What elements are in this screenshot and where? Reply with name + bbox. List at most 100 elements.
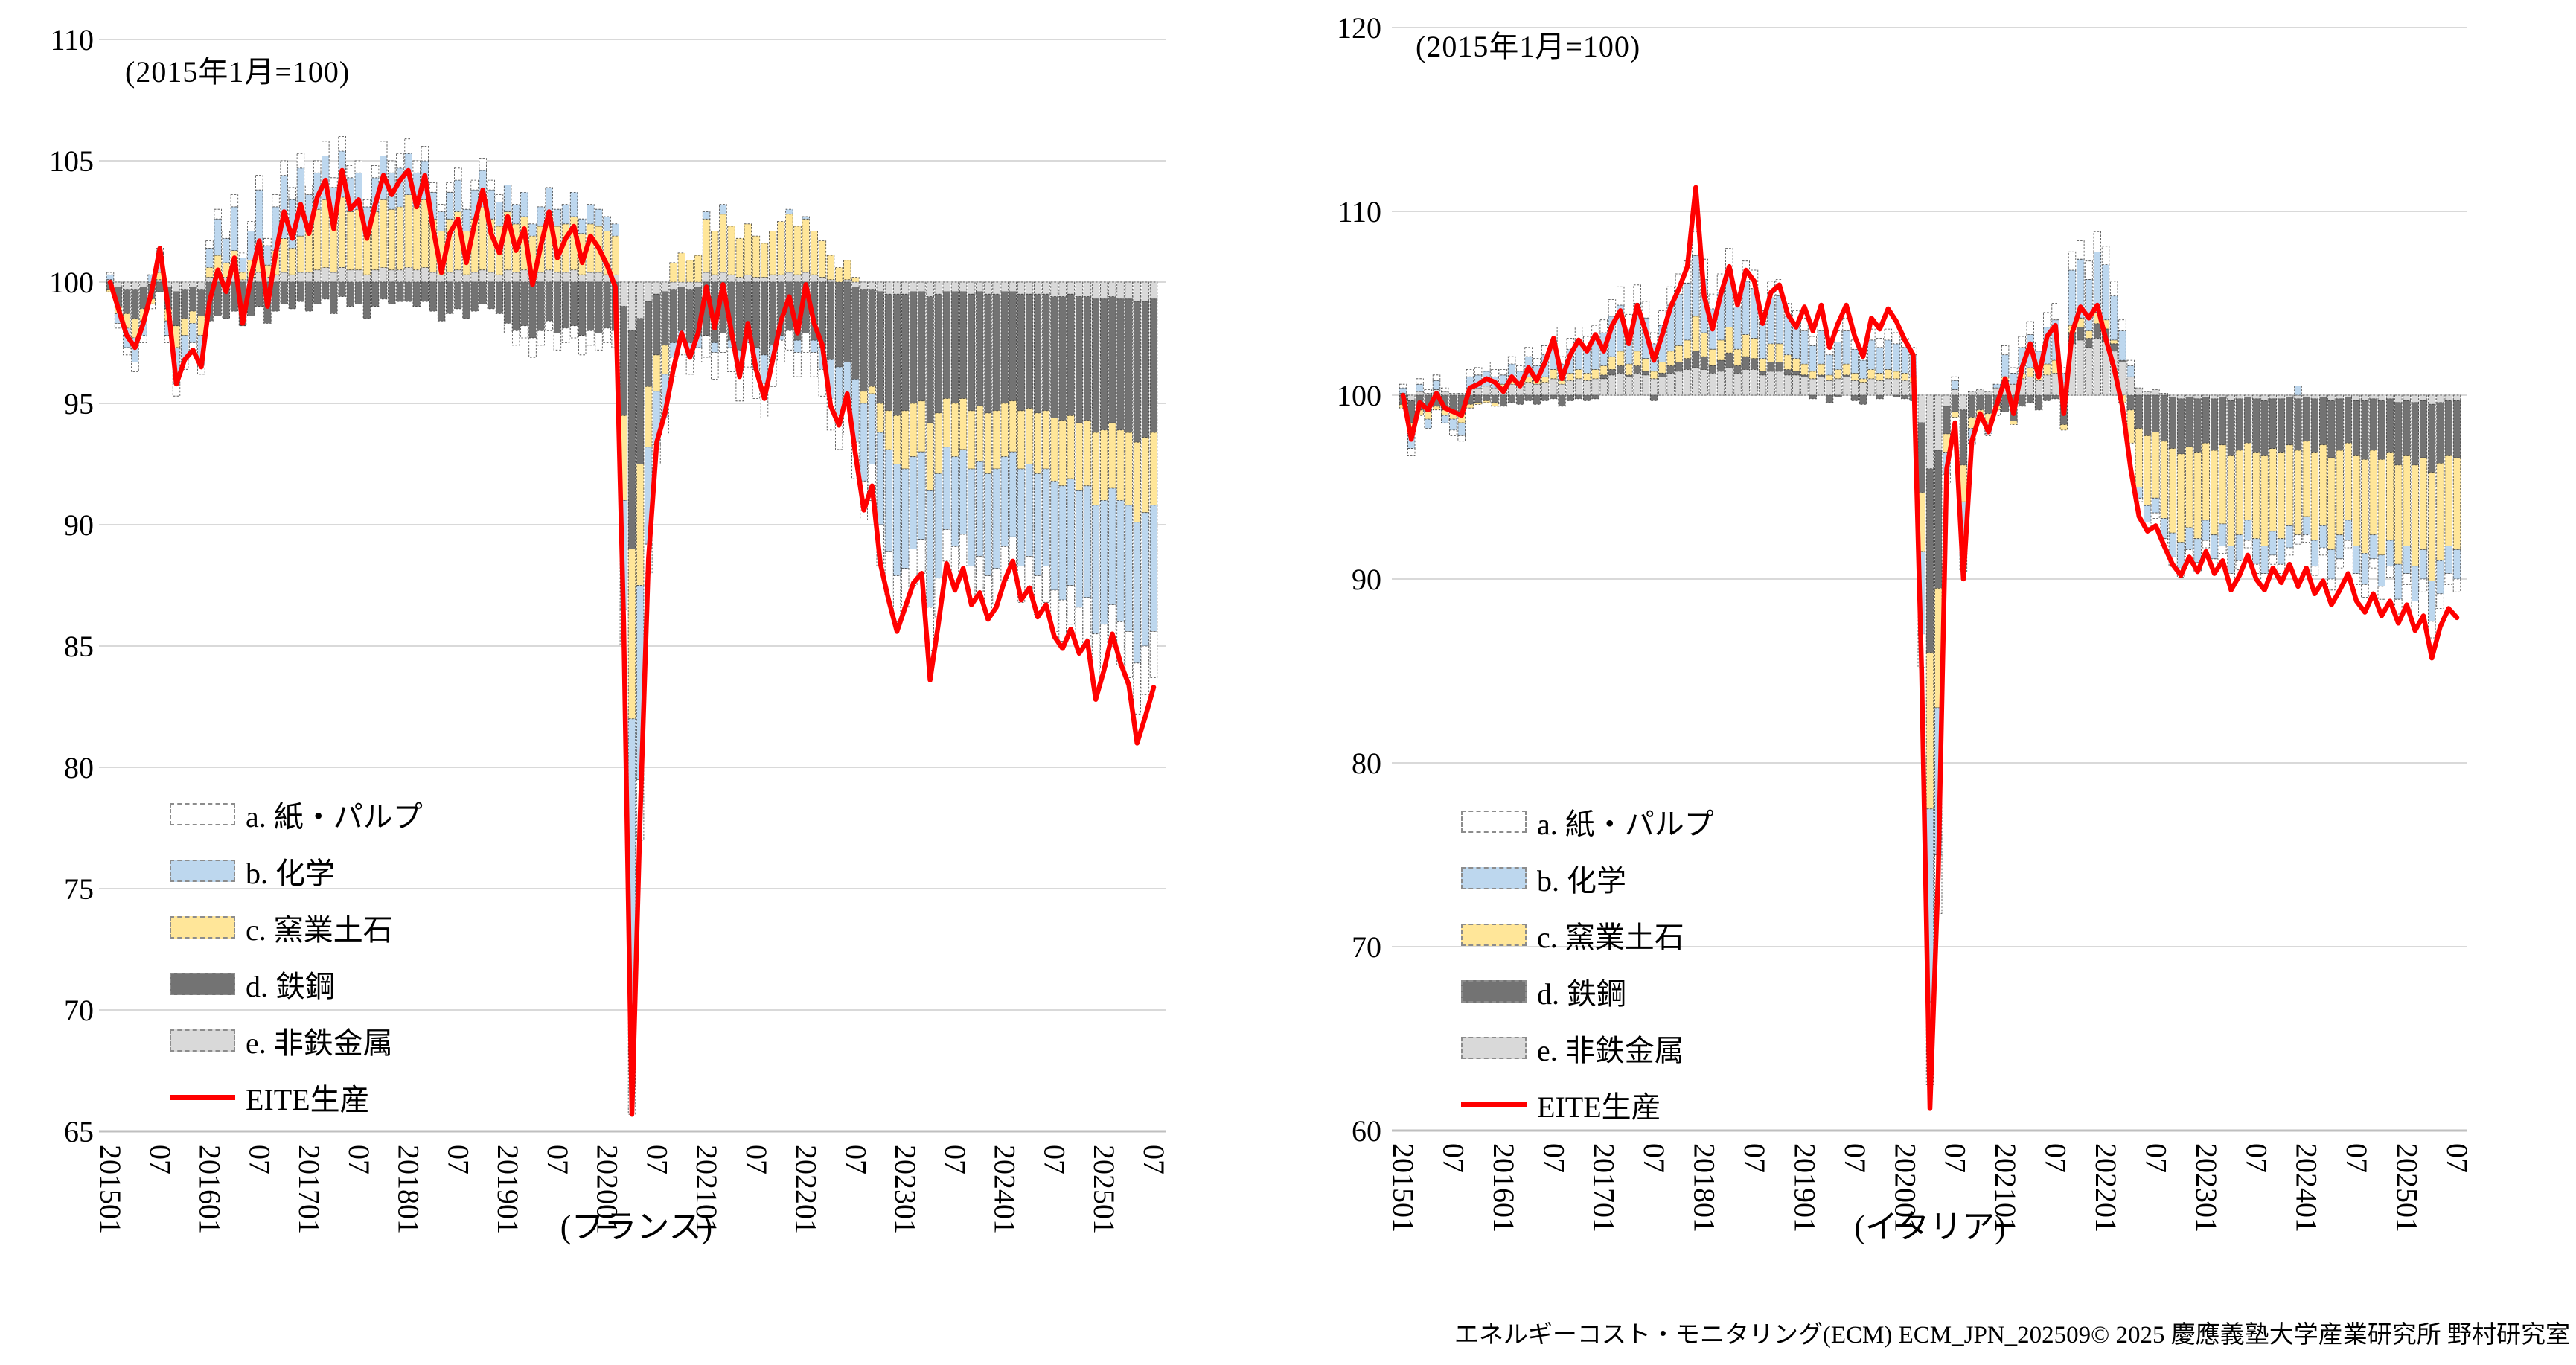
legend-label: c. 窯業土石 bbox=[1537, 921, 1684, 954]
svg-text:201901: 201901 bbox=[491, 1145, 525, 1234]
svg-text:07: 07 bbox=[2441, 1143, 2474, 1173]
x-axis-labels-italy: 201501 07 201601 07 201701 07 201801 07 201901 07… bbox=[1387, 1143, 2474, 1233]
nonferrous-swatch-icon bbox=[1461, 1037, 1527, 1059]
svg-text:202101: 202101 bbox=[1989, 1143, 2022, 1233]
svg-text:201701: 201701 bbox=[293, 1145, 326, 1234]
legend-item-chemical: b. 化学 bbox=[1461, 850, 1714, 907]
svg-text:07: 07 bbox=[2340, 1143, 2374, 1173]
svg-text:90: 90 bbox=[64, 508, 94, 542]
legend-item-ceramics: c. 窯業土石 bbox=[1461, 907, 1714, 963]
legend-item-eite-line: EITE生産 bbox=[1461, 1076, 1714, 1133]
eite-line-swatch-icon bbox=[1461, 1102, 1527, 1107]
legend-label: b. 化学 bbox=[1537, 864, 1626, 898]
chart-title-france: (フランス) bbox=[560, 1209, 713, 1245]
svg-text:80: 80 bbox=[1352, 747, 1381, 780]
svg-text:110: 110 bbox=[1337, 195, 1381, 228]
steel-swatch-icon bbox=[1461, 980, 1527, 1003]
svg-text:07: 07 bbox=[740, 1145, 773, 1174]
svg-text:202301: 202301 bbox=[889, 1145, 922, 1234]
footer-credit: エネルギーコスト・モニタリング(ECM) ECM_JPN_202509© 202… bbox=[1454, 1322, 2570, 1349]
svg-text:07: 07 bbox=[541, 1145, 575, 1174]
svg-text:07: 07 bbox=[243, 1145, 276, 1174]
subtitle-france: (2015年1月=100) bbox=[125, 55, 351, 89]
legend-label: e. 非鉄金属 bbox=[246, 1026, 393, 1060]
svg-text:202301: 202301 bbox=[2190, 1143, 2223, 1233]
nonferrous-swatch-icon bbox=[170, 1029, 235, 1052]
ceramics-swatch-icon bbox=[170, 916, 235, 939]
svg-text:70: 70 bbox=[1352, 930, 1381, 964]
svg-text:201901: 201901 bbox=[1788, 1143, 1821, 1233]
svg-text:07: 07 bbox=[1038, 1145, 1072, 1174]
legend-label: e. 非鉄金属 bbox=[1537, 1034, 1684, 1067]
svg-text:95: 95 bbox=[64, 387, 94, 421]
svg-text:120: 120 bbox=[1337, 11, 1381, 45]
svg-text:07: 07 bbox=[144, 1145, 177, 1174]
svg-text:201801: 201801 bbox=[1688, 1143, 1722, 1233]
legend-label: d. 鉄鋼 bbox=[1537, 977, 1626, 1011]
svg-text:202501: 202501 bbox=[2391, 1143, 2424, 1233]
chemical-swatch-icon bbox=[170, 860, 235, 882]
legend-label: d. 鉄鋼 bbox=[246, 970, 335, 1003]
svg-text:65: 65 bbox=[64, 1115, 94, 1148]
chart-title-italy: (イタリア) bbox=[1854, 1209, 2006, 1245]
paper-swatch-icon bbox=[1461, 811, 1527, 833]
svg-text:202001: 202001 bbox=[591, 1145, 624, 1234]
svg-text:201701: 201701 bbox=[1588, 1143, 1621, 1233]
paper-swatch-icon bbox=[170, 803, 235, 825]
legend-item-paper: a. 紙・パルプ bbox=[1461, 793, 1714, 850]
svg-text:202101: 202101 bbox=[690, 1145, 723, 1234]
subtitle-italy: (2015年1月=100) bbox=[1416, 30, 1641, 63]
svg-text:90: 90 bbox=[1352, 563, 1381, 596]
legend-label: EITE生産 bbox=[1537, 1090, 1661, 1124]
legend-item-steel: d. 鉄鋼 bbox=[1461, 963, 1714, 1020]
svg-text:07: 07 bbox=[1137, 1145, 1171, 1174]
svg-text:201501: 201501 bbox=[94, 1145, 127, 1234]
svg-text:202501: 202501 bbox=[1087, 1145, 1121, 1234]
legend-label: b. 化学 bbox=[246, 857, 335, 890]
x-axis-labels-france: 201501 07 201601 07 201701 07 201801 07 201901 07… bbox=[94, 1145, 1171, 1234]
legend-label: a. 紙・パルプ bbox=[246, 800, 423, 834]
svg-text:75: 75 bbox=[64, 872, 94, 906]
eite-line-france bbox=[107, 167, 1157, 1117]
svg-text:201501: 201501 bbox=[1387, 1143, 1420, 1233]
svg-text:202401: 202401 bbox=[2290, 1143, 2324, 1233]
steel-swatch-icon bbox=[170, 973, 235, 995]
svg-text:201601: 201601 bbox=[194, 1145, 227, 1234]
eite-line-swatch-icon bbox=[170, 1094, 235, 1100]
svg-text:201801: 201801 bbox=[392, 1145, 426, 1234]
legend-item-ceramics: c. 窯業土石 bbox=[170, 899, 423, 956]
chemical-swatch-icon bbox=[1461, 867, 1527, 889]
svg-text:07: 07 bbox=[342, 1145, 376, 1174]
legend-item-eite-line: EITE生産 bbox=[170, 1069, 423, 1125]
svg-text:07: 07 bbox=[640, 1145, 674, 1174]
y-axis-labels-france: 110 105 100 95 90 85 80 75 70 65 bbox=[49, 23, 94, 1148]
svg-text:07: 07 bbox=[1436, 1143, 1470, 1173]
legend-italy: a. 紙・パルプ b. 化学 c. 窯業土石 d. 鉄鋼 e. 非鉄金属 EIT… bbox=[1461, 793, 1714, 1133]
legend-label: EITE生産 bbox=[246, 1083, 370, 1116]
svg-text:105: 105 bbox=[49, 144, 94, 178]
legend-label: c. 窯業土石 bbox=[246, 913, 393, 947]
svg-text:60: 60 bbox=[1352, 1114, 1381, 1148]
legend-item-paper: a. 紙・パルプ bbox=[170, 786, 423, 843]
svg-text:202001: 202001 bbox=[1888, 1143, 1922, 1233]
svg-text:70: 70 bbox=[64, 994, 94, 1027]
svg-text:07: 07 bbox=[839, 1145, 872, 1174]
svg-text:100: 100 bbox=[49, 266, 94, 299]
svg-text:07: 07 bbox=[1738, 1143, 1771, 1173]
svg-text:07: 07 bbox=[2039, 1143, 2073, 1173]
svg-text:85: 85 bbox=[64, 630, 94, 663]
svg-text:07: 07 bbox=[1939, 1143, 1972, 1173]
y-axis-labels-italy: 120 110 100 90 80 70 60 bbox=[1337, 11, 1381, 1148]
svg-text:100: 100 bbox=[1337, 379, 1381, 412]
svg-text:202201: 202201 bbox=[790, 1145, 823, 1234]
legend-france: a. 紙・パルプ b. 化学 c. 窯業土石 d. 鉄鋼 e. 非鉄金属 EIT… bbox=[170, 786, 423, 1125]
eite-line-italy bbox=[1400, 185, 2460, 1111]
legend-item-nonferrous: e. 非鉄金属 bbox=[170, 1012, 423, 1069]
svg-text:07: 07 bbox=[1838, 1143, 1872, 1173]
svg-text:07: 07 bbox=[1637, 1143, 1671, 1173]
svg-text:07: 07 bbox=[1537, 1143, 1570, 1173]
svg-text:07: 07 bbox=[939, 1145, 972, 1174]
legend-item-chemical: b. 化学 bbox=[170, 843, 423, 899]
legend-label: a. 紙・パルプ bbox=[1537, 808, 1714, 841]
